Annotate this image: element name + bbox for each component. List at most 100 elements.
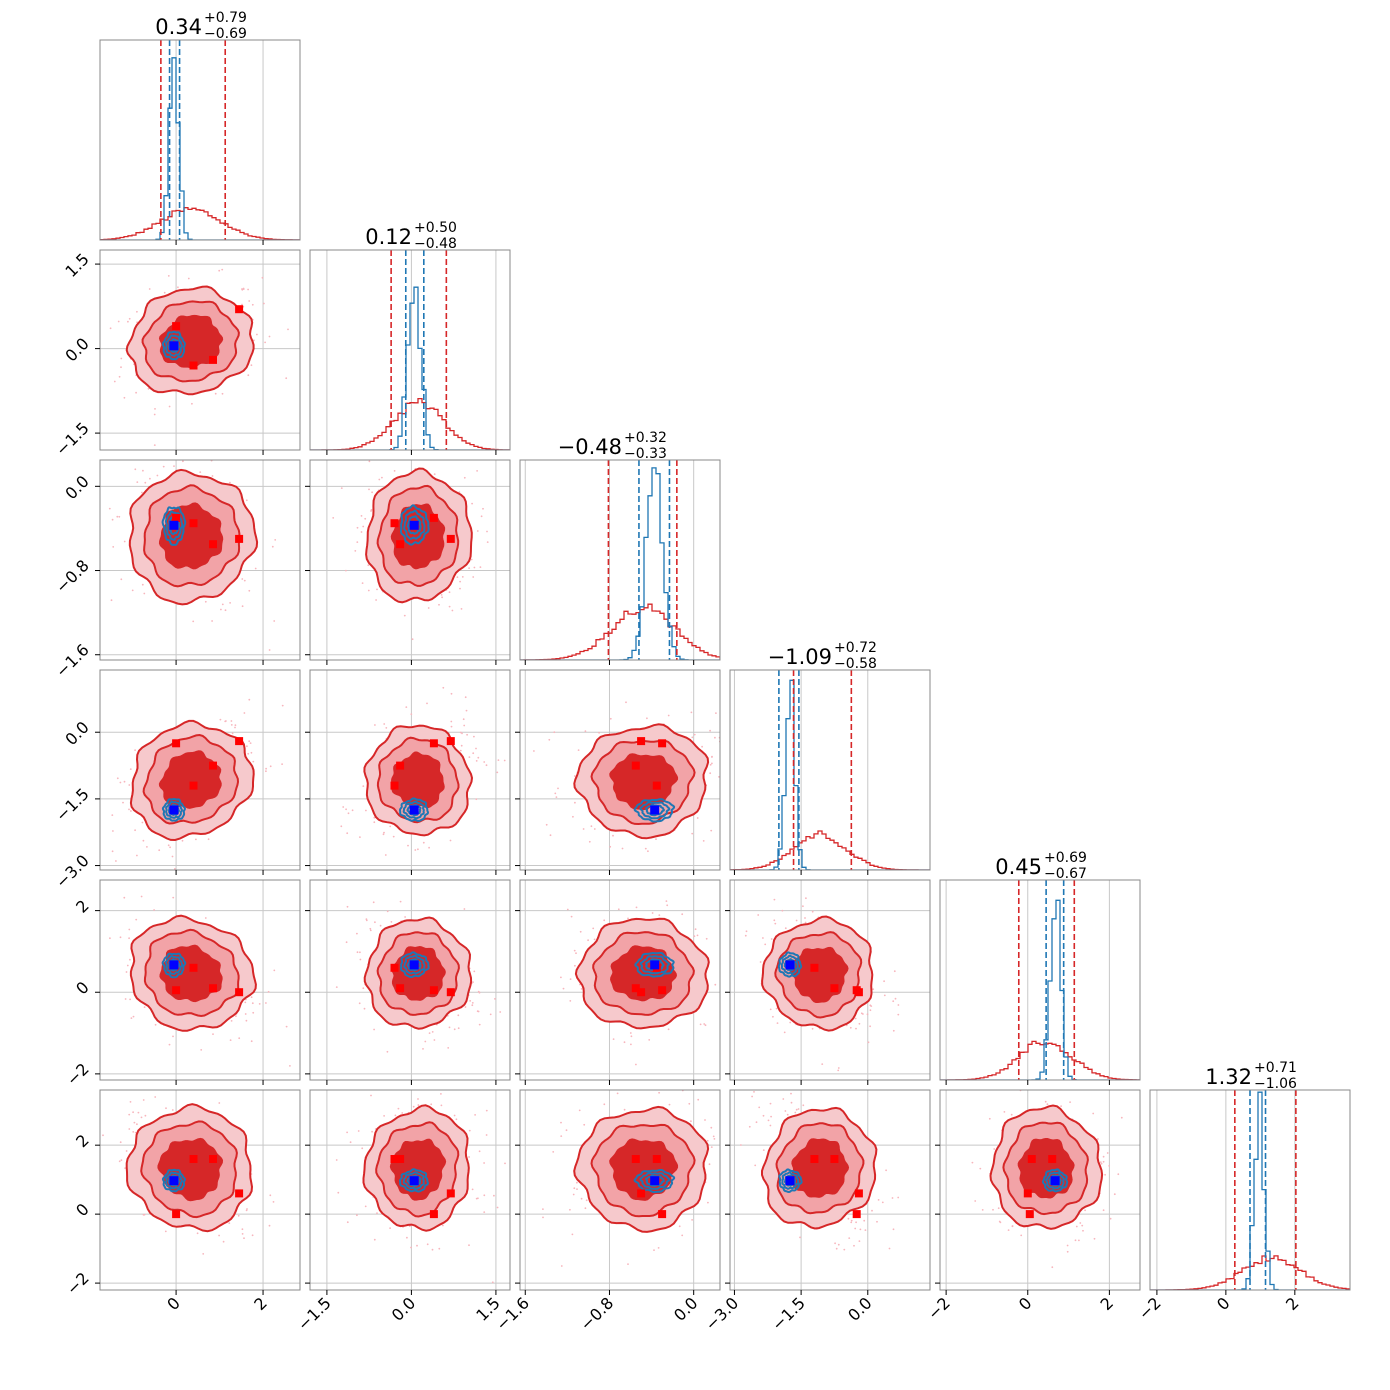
sample-point (710, 1126, 713, 1129)
sample-point (376, 1212, 378, 1214)
sample-point (751, 1095, 753, 1098)
sample-point (709, 729, 711, 732)
sample-point (485, 764, 488, 767)
sample-point (572, 815, 574, 818)
sample-point (693, 733, 696, 736)
sample-point (450, 720, 453, 723)
sample-point (496, 771, 499, 774)
sample-point (143, 592, 146, 595)
sample-point (572, 1193, 575, 1196)
sample-point (465, 709, 468, 712)
sample-point (417, 1098, 419, 1100)
sample-point (569, 1208, 571, 1211)
sample-point (585, 1199, 588, 1202)
sample-point (397, 1107, 400, 1110)
narrow-histogram-1 (310, 286, 510, 450)
sample-point (579, 930, 582, 933)
panel-frame (99, 669, 301, 871)
sample-point (726, 1199, 728, 1201)
sample-point (562, 987, 565, 990)
sample-point (414, 849, 417, 851)
sample-point (136, 310, 138, 313)
sample-point (175, 458, 177, 460)
sample-point (142, 469, 144, 472)
sample-point (133, 1121, 136, 1124)
sample-point (811, 910, 814, 913)
marker-square (852, 1210, 861, 1219)
sample-point (1011, 1225, 1014, 1227)
sample-point (459, 580, 461, 583)
sample-point (473, 970, 476, 973)
sample-point (696, 817, 699, 819)
sample-point (436, 454, 438, 456)
narrow-contour (168, 338, 180, 354)
sample-point (1078, 1239, 1080, 1242)
contour-panel-3-0: −3.0 −1.5 0.0 (52, 669, 301, 892)
sample-point (177, 286, 179, 289)
sample-point (130, 1017, 133, 1019)
sample-point (583, 1123, 586, 1126)
sample-point (849, 1026, 852, 1029)
histogram-panel-5: 1.32 +0.71−1.06 −2 0 2 (1135, 1060, 1351, 1324)
sample-point (128, 1128, 131, 1130)
sample-point (835, 1247, 838, 1250)
sample-point (1100, 1162, 1103, 1165)
sample-point (859, 1228, 862, 1231)
title-upper-error: +0.72 (834, 640, 877, 656)
sample-point (178, 1085, 180, 1087)
sample-point (491, 1281, 494, 1284)
sample-point (271, 545, 274, 548)
sample-point (364, 1205, 367, 1208)
title-value: −0.48 (558, 435, 622, 459)
sample-point (588, 840, 591, 843)
sample-point (1075, 1225, 1078, 1228)
sample-point (459, 749, 462, 752)
sample-point (713, 1138, 716, 1140)
panel-frame (99, 879, 301, 1081)
sample-point (592, 927, 595, 930)
sample-point (342, 806, 345, 808)
sample-point (837, 1067, 840, 1069)
sample-point (154, 1023, 157, 1026)
sample-point (135, 918, 138, 921)
sample-point (120, 1159, 123, 1161)
sample-point (149, 477, 151, 480)
sample-point (772, 1015, 774, 1018)
sample-point (382, 833, 385, 836)
sample-point (440, 1093, 442, 1095)
sample-point (721, 791, 723, 793)
sample-point (250, 996, 253, 999)
sample-point (494, 998, 496, 1000)
sample-point (627, 1263, 629, 1265)
sample-point (438, 1247, 441, 1250)
narrow-histogram-0 (100, 57, 300, 240)
panel-title-2: −0.48 +0.32−0.33 (558, 430, 667, 462)
sample-point (1074, 1239, 1077, 1242)
sample-point (850, 1219, 853, 1222)
sample-point (225, 720, 227, 722)
sample-point (301, 543, 303, 545)
sample-point (460, 744, 463, 747)
sample-point (548, 738, 551, 741)
sample-point (573, 1187, 576, 1190)
panel-content (100, 880, 300, 1080)
sample-point (265, 767, 267, 770)
panel-background (520, 460, 720, 660)
sample-point (119, 1141, 122, 1144)
sample-point (112, 546, 115, 548)
sample-point (274, 539, 277, 541)
sample-point (147, 387, 150, 390)
marker-square (446, 1189, 455, 1198)
sample-point (362, 525, 365, 528)
panel-title-5: 1.32 +0.71−1.06 (1205, 1060, 1297, 1092)
panel-content (520, 460, 720, 660)
sample-point (463, 724, 466, 727)
sample-point (854, 1227, 857, 1230)
sample-point (192, 620, 195, 623)
sample-point (587, 939, 589, 942)
sample-point (635, 906, 638, 909)
sample-point (346, 905, 349, 908)
sample-point (204, 600, 207, 603)
narrow-contour (403, 954, 426, 975)
broad-histogram-1 (310, 397, 510, 450)
